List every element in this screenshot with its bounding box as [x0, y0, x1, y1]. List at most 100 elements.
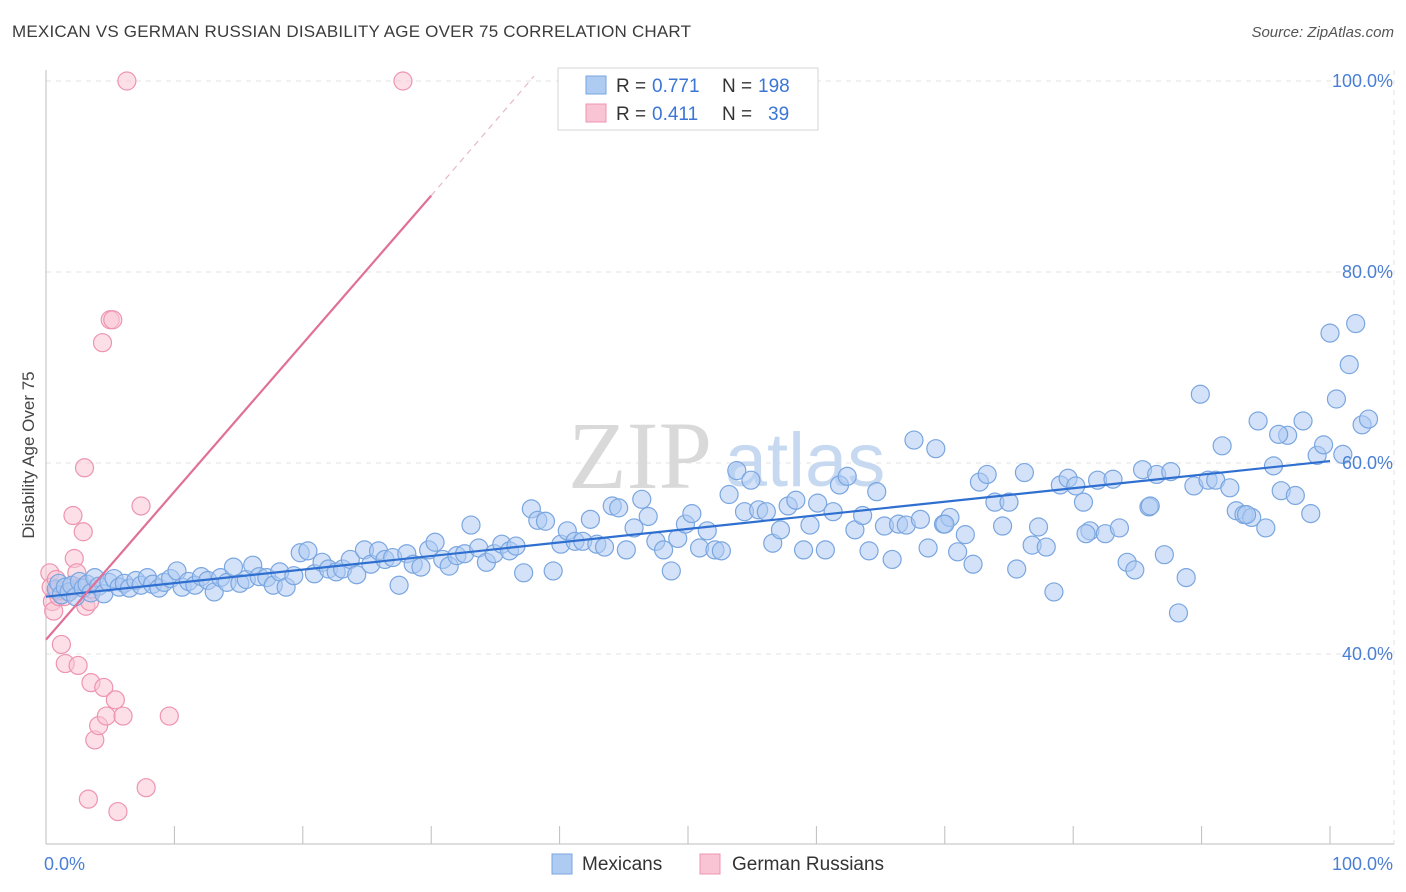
mexicans-trendline — [45, 459, 1331, 598]
mexicans-point-165 — [1168, 603, 1189, 623]
mexicans-point-76 — [514, 563, 534, 583]
legend-swatch-pink — [585, 103, 607, 123]
y-tick-label-100: 100.0% — [1332, 71, 1393, 91]
mexicans-point-193 — [1269, 424, 1289, 444]
mexicans-point-192 — [1358, 409, 1379, 429]
mexicans-point-182 — [1293, 411, 1313, 431]
mexicans-point-117 — [815, 540, 835, 560]
legend-n-label-blue: N = — [722, 76, 752, 97]
mexicans-point-194 — [1236, 504, 1257, 525]
german-russians-trendline — [45, 194, 433, 641]
mexicans-point-166 — [1176, 567, 1196, 588]
mexicans-point-120 — [837, 466, 857, 486]
mexicans-point-177 — [1256, 518, 1276, 538]
mexicans-point-183 — [1301, 504, 1321, 524]
german-russians-point-24 — [92, 333, 113, 353]
mexicans-point-59 — [389, 575, 409, 595]
mexicans-point-196 — [1076, 524, 1096, 544]
mexicans-point-159 — [1125, 560, 1145, 580]
mexicans-point-92 — [632, 489, 652, 509]
mexicans-point-90 — [616, 540, 636, 560]
german-russians-point-30 — [108, 801, 128, 822]
mexicans-point-89 — [609, 498, 629, 518]
legend-r-value-blue: 0.771 — [652, 76, 700, 97]
german-russians-point-35 — [159, 706, 179, 726]
mexicans-point-188 — [1333, 444, 1353, 465]
source-label: Source: ZipAtlas.com — [1251, 24, 1394, 41]
mexicans-point-171 — [1212, 436, 1232, 456]
mexicans-point-105 — [727, 461, 747, 481]
mexicans-point-91 — [624, 518, 644, 538]
mexicans-point-62 — [411, 557, 431, 577]
german-russians-point-29 — [105, 690, 125, 710]
mexicans-point-190 — [1346, 313, 1366, 334]
mexicans-point-80 — [543, 561, 563, 581]
series-legend-swatch-mexicans — [551, 853, 573, 875]
german-russians-point-18 — [78, 789, 98, 809]
mexicans-point-142 — [999, 492, 1019, 512]
mexicans-point-132 — [926, 439, 946, 459]
mexicans-point-168 — [1190, 384, 1210, 404]
mexicans-point-195 — [1140, 496, 1160, 516]
mexicans-point-185 — [1313, 435, 1334, 455]
mexicans-point-151 — [1066, 476, 1086, 496]
series-legend-swatch-german-russians — [699, 853, 721, 875]
mexicans-point-163 — [1154, 545, 1174, 565]
mexicans-point-187 — [1326, 389, 1347, 409]
mexicans-point-135 — [948, 542, 968, 562]
mexicans-point-124 — [867, 482, 887, 502]
mexicans-point-115 — [800, 515, 820, 535]
mexicans-point-96 — [661, 561, 681, 581]
mexicans-point-111 — [770, 520, 791, 540]
legend-n-value-blue: 198 — [758, 76, 790, 97]
german-russians-point-10 — [63, 505, 83, 526]
german-russians-point-33 — [131, 496, 151, 516]
german-russians-trendline-extension — [430, 75, 535, 196]
mexicans-point-107 — [741, 470, 761, 490]
mexicans-point-141 — [992, 516, 1013, 536]
mexicans-point-197 — [935, 514, 955, 534]
mexicans-point-189 — [1339, 355, 1359, 375]
mexicans-point-157 — [1109, 518, 1130, 538]
german-russians-points — [40, 71, 413, 822]
mexicans-point-79 — [535, 511, 556, 531]
mexicans-point-126 — [882, 549, 902, 570]
mexicans-point-69 — [461, 515, 481, 535]
mexicans-point-46 — [298, 541, 318, 561]
legend-r-label-pink: R = — [616, 104, 646, 125]
mexicans-point-139 — [977, 464, 997, 485]
axes — [45, 70, 1394, 845]
mexicans-point-85 — [580, 509, 601, 529]
watermark: ZIP atlas — [568, 402, 885, 509]
series-legend: Mexicans German Russians — [551, 853, 884, 875]
legend-n-value-pink: 39 — [768, 104, 789, 125]
mexicans-point-95 — [654, 540, 674, 560]
mexicans-point-146 — [1028, 517, 1049, 537]
german-russians-point-28 — [103, 310, 123, 330]
trendlines — [45, 75, 1331, 641]
mexicans-point-131 — [918, 538, 938, 558]
legend-r-label-blue: R = — [616, 76, 646, 97]
mexicans-point-186 — [1320, 323, 1340, 343]
chart-title: MEXICAN VS GERMAN RUSSIAN DISABILITY AGE… — [12, 22, 692, 41]
y-axis-label: Disability Age Over 75 — [19, 371, 38, 538]
mexicans-point-130 — [910, 509, 931, 529]
mexicans-point-103 — [711, 541, 731, 561]
german-russians-point-25 — [94, 677, 114, 698]
mexicans-point-93 — [638, 506, 658, 527]
german-russians-point-26 — [96, 706, 116, 726]
watermark-atlas: atlas — [725, 418, 886, 503]
mexicans-point-116 — [808, 493, 828, 513]
mexicans-point-123 — [859, 541, 879, 561]
mexicans-point-176 — [1248, 411, 1268, 431]
mexicans-point-136 — [955, 525, 975, 545]
mexicans-point-99 — [682, 504, 702, 524]
mexicans-point-113 — [786, 490, 806, 510]
series-legend-mexicans: Mexicans — [582, 854, 662, 875]
german-russians-point-32 — [117, 71, 137, 91]
x-tick-label-0: 0.0% — [44, 854, 85, 874]
german-russians-point-31 — [113, 706, 133, 726]
mexicans-point-137 — [963, 554, 983, 574]
stats-legend: R = 0.771 N = 198 R = 0.411 N = 39 — [557, 67, 819, 131]
